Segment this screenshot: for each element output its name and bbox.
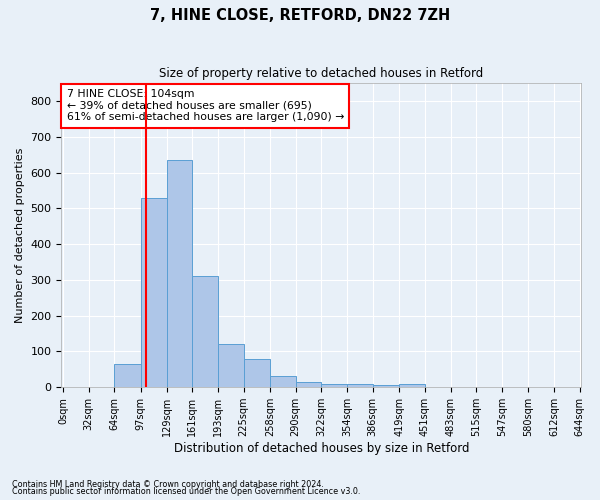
- Text: 7 HINE CLOSE: 104sqm
← 39% of detached houses are smaller (695)
61% of semi-deta: 7 HINE CLOSE: 104sqm ← 39% of detached h…: [67, 89, 344, 122]
- Bar: [218, 344, 244, 387]
- Bar: [115, 364, 141, 387]
- Text: Contains public sector information licensed under the Open Government Licence v3: Contains public sector information licen…: [12, 487, 361, 496]
- Bar: [192, 276, 218, 387]
- Bar: [167, 160, 192, 387]
- X-axis label: Distribution of detached houses by size in Retford: Distribution of detached houses by size …: [173, 442, 469, 455]
- Text: Contains HM Land Registry data © Crown copyright and database right 2024.: Contains HM Land Registry data © Crown c…: [12, 480, 324, 489]
- Y-axis label: Number of detached properties: Number of detached properties: [15, 148, 25, 323]
- Bar: [322, 384, 347, 387]
- Bar: [141, 198, 167, 387]
- Bar: [347, 384, 373, 387]
- Bar: [296, 382, 322, 387]
- Bar: [399, 384, 425, 387]
- Bar: [244, 360, 270, 387]
- Title: Size of property relative to detached houses in Retford: Size of property relative to detached ho…: [159, 68, 484, 80]
- Bar: [270, 376, 296, 387]
- Text: 7, HINE CLOSE, RETFORD, DN22 7ZH: 7, HINE CLOSE, RETFORD, DN22 7ZH: [150, 8, 450, 22]
- Bar: [373, 386, 399, 387]
